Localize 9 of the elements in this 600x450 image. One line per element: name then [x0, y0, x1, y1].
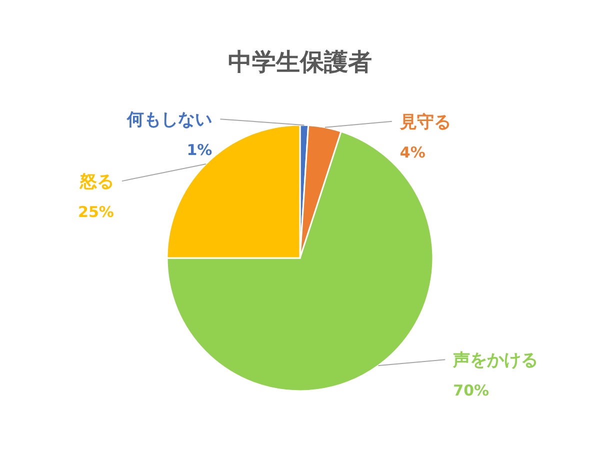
data-label: 70% [453, 382, 490, 400]
slice-label: 何もしない [126, 110, 212, 130]
chart-title: 中学生保護者 [228, 48, 372, 76]
data-label: 25% [78, 203, 114, 222]
data-label: 4% [400, 143, 426, 162]
slice-label: 声をかける [452, 350, 538, 371]
slice-label: 見守る [398, 112, 451, 132]
data-label: 1% [186, 141, 212, 160]
slice-label: 怒る [78, 172, 114, 192]
